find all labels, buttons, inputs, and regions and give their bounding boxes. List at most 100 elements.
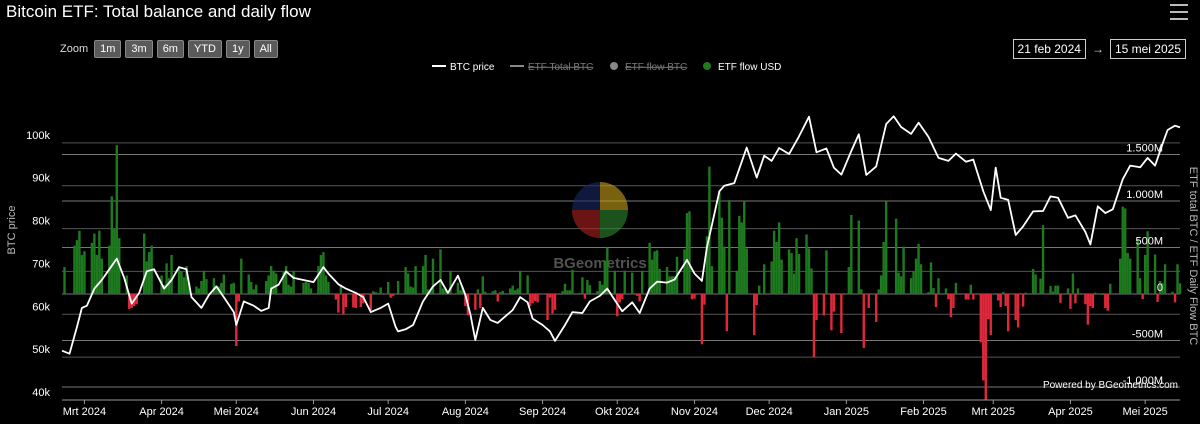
flow-bar xyxy=(307,282,310,294)
legend-marker-dot[interactable] xyxy=(703,62,711,70)
flow-bar xyxy=(546,294,549,321)
flow-bar xyxy=(1002,292,1005,294)
flow-bar xyxy=(618,294,621,303)
zoom-all-button[interactable]: All xyxy=(253,40,278,58)
x-axis-tick-label: Mrt 2024 xyxy=(63,406,106,418)
flow-bar xyxy=(860,289,863,294)
flow-bar xyxy=(1156,294,1159,302)
y-left-tick-label: 60k xyxy=(32,301,50,313)
legend-item-label[interactable]: BTC price xyxy=(450,62,495,73)
flow-bar xyxy=(1109,283,1112,294)
btc-price-series xyxy=(61,115,1181,355)
flow-bar xyxy=(914,258,918,294)
flow-bar xyxy=(232,282,236,294)
flow-bar xyxy=(1041,225,1045,294)
zoom-ytd-button[interactable]: YTD xyxy=(187,40,222,58)
flow-bar xyxy=(237,294,240,302)
flow-bar xyxy=(264,280,268,294)
y-left-axis-title: BTC price xyxy=(6,206,18,255)
flow-bar xyxy=(655,250,659,294)
legend-item-label[interactable]: ETF flow BTC xyxy=(625,62,687,73)
flow-bar xyxy=(444,289,447,294)
x-axis-tick-label: Mei 2025 xyxy=(1123,406,1168,418)
y-right-axis-title: ETF total BTC / ETF Daily Flow BTC xyxy=(1187,167,1199,346)
zoom-toolbar: Zoom 1m 3m 6m YTD 1y All xyxy=(60,40,278,58)
flow-bar xyxy=(1141,294,1144,300)
flow-bar xyxy=(1138,278,1142,294)
flow-bar xyxy=(954,282,958,294)
legend[interactable]: BTC price ETF Total BTC ETF flow BTC ETF fl… xyxy=(432,62,781,73)
flow-bar xyxy=(563,283,567,294)
flow-bar xyxy=(967,294,970,300)
range-from-input[interactable]: 21 feb 2024 xyxy=(1012,39,1086,59)
flow-bar xyxy=(476,289,480,294)
zoom-1y-button[interactable]: 1y xyxy=(225,40,250,58)
axes: 40k 50k 60k 70k 80k 90k 100k -1.000M -500M 0 500M 1… xyxy=(6,130,1199,418)
flow-bar xyxy=(1104,294,1107,308)
flow-bar xyxy=(167,278,171,294)
flow-bar xyxy=(1091,294,1095,308)
flow-bar xyxy=(287,284,290,294)
flow-bar xyxy=(1076,288,1080,294)
flow-bar xyxy=(725,294,729,332)
flow-bar xyxy=(267,275,270,294)
legend-item-label[interactable]: ETF flow USD xyxy=(718,62,781,73)
flow-bar xyxy=(640,270,644,294)
x-axis-tick-label: Aug 2024 xyxy=(442,406,489,418)
flow-bar xyxy=(456,282,460,294)
y-left-tick-label: 40k xyxy=(32,387,50,399)
flow-bar xyxy=(1101,294,1105,295)
flow-bar xyxy=(753,294,756,335)
flow-bar xyxy=(240,258,243,294)
flow-bar xyxy=(324,275,328,294)
flow-bar xyxy=(775,241,778,294)
flow-bar xyxy=(421,266,425,294)
flow-bar xyxy=(289,286,293,294)
flow-bar xyxy=(78,230,81,294)
flow-bar xyxy=(688,211,691,294)
flow-bar xyxy=(937,278,940,294)
credit-text: Powered by BGeometrics.com xyxy=(1043,380,1178,391)
flow-bar xyxy=(372,291,375,294)
flow-bar xyxy=(269,266,273,294)
range-to-input[interactable]: 15 mei 2025 xyxy=(1109,39,1186,59)
flow-bar xyxy=(693,294,696,299)
flow-bar xyxy=(1014,294,1017,321)
flow-bar xyxy=(718,190,721,294)
flow-bar xyxy=(255,284,258,294)
flow-bar xyxy=(344,294,348,308)
zoom-3m-button[interactable]: 3m xyxy=(125,40,153,58)
page-title: Bitcoin ETF: Total balance and daily flo… xyxy=(6,2,311,21)
flow-bar xyxy=(1069,294,1072,309)
zoom-6m-button[interactable]: 6m xyxy=(156,40,184,58)
flow-bar xyxy=(787,249,791,294)
flow-bar xyxy=(284,266,288,294)
flow-bar xyxy=(805,234,808,294)
flow-bar xyxy=(633,293,636,295)
legend-item-label[interactable]: ETF Total BTC xyxy=(528,62,593,73)
flow-bar xyxy=(621,294,624,300)
zoom-1m-button[interactable]: 1m xyxy=(94,40,122,58)
flow-bar xyxy=(513,290,517,294)
flow-bar xyxy=(429,290,432,294)
flow-bar xyxy=(857,220,860,294)
flow-bar xyxy=(987,294,990,320)
flow-bar xyxy=(708,166,711,294)
flow-bar xyxy=(187,282,191,294)
flow-bar xyxy=(972,294,975,300)
flow-bar xyxy=(949,294,953,318)
flow-bar xyxy=(501,290,504,294)
flow-bar xyxy=(533,294,537,301)
flow-bar xyxy=(499,292,502,294)
legend-marker-dot[interactable] xyxy=(610,62,618,70)
hamburger-menu-icon[interactable] xyxy=(1170,4,1188,20)
flow-bar xyxy=(474,294,477,310)
flow-bar xyxy=(1036,293,1040,295)
flow-bar xyxy=(1158,280,1162,294)
flow-bar xyxy=(426,289,430,294)
flow-bar xyxy=(772,230,776,294)
flow-bar xyxy=(411,287,415,294)
flow-bar xyxy=(195,286,198,294)
flow-bar xyxy=(762,264,766,294)
